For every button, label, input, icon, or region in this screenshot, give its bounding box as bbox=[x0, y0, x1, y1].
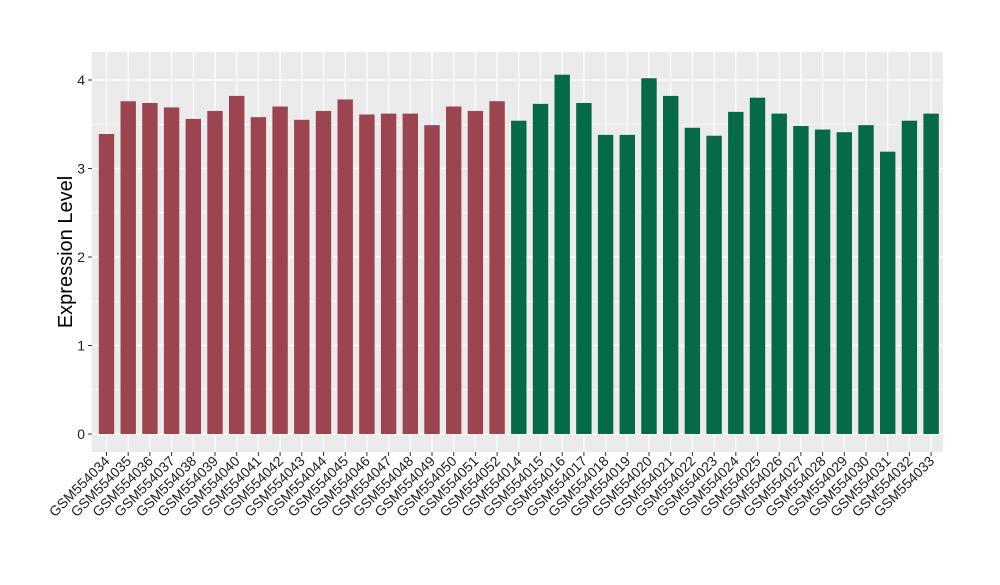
bar bbox=[380, 113, 397, 434]
bar bbox=[489, 101, 505, 435]
y-axis: 0 1 2 3 4 bbox=[77, 72, 92, 442]
bars bbox=[98, 74, 939, 435]
bar bbox=[771, 113, 787, 434]
bar bbox=[467, 110, 484, 434]
bar bbox=[728, 111, 744, 435]
bar bbox=[185, 118, 201, 434]
bar bbox=[446, 106, 462, 435]
bar bbox=[511, 120, 527, 435]
bar bbox=[359, 114, 375, 434]
bar bbox=[641, 78, 657, 434]
bar bbox=[424, 125, 440, 434]
bar bbox=[576, 103, 592, 434]
bar bbox=[142, 103, 158, 434]
bar bbox=[619, 134, 635, 434]
y-tick-label: 1 bbox=[77, 338, 85, 354]
bar bbox=[706, 135, 722, 434]
bar bbox=[294, 119, 310, 434]
bar bbox=[402, 113, 418, 434]
y-tick-label: 2 bbox=[77, 249, 85, 265]
y-tick-label: 0 bbox=[77, 426, 85, 442]
bar bbox=[337, 99, 353, 434]
bar bbox=[315, 110, 332, 434]
y-tick-label: 4 bbox=[77, 72, 85, 88]
bar bbox=[663, 95, 679, 435]
bar bbox=[229, 95, 245, 435]
bar bbox=[923, 113, 939, 434]
bar bbox=[120, 101, 136, 435]
bar bbox=[272, 106, 288, 435]
bar bbox=[207, 110, 223, 434]
bar bbox=[749, 97, 766, 434]
bar bbox=[814, 129, 831, 434]
bar bbox=[98, 133, 115, 435]
bar bbox=[836, 132, 852, 434]
bar bbox=[163, 107, 180, 434]
x-axis: GSM554034GSM554035GSM554036GSM554037GSM5… bbox=[46, 452, 937, 520]
bar bbox=[880, 151, 896, 434]
bar bbox=[597, 134, 614, 434]
bar bbox=[250, 117, 267, 435]
bar bbox=[793, 126, 809, 435]
y-tick-label: 3 bbox=[77, 161, 85, 177]
bar bbox=[532, 103, 549, 435]
bar bbox=[684, 127, 701, 434]
y-axis-label: Expression Level bbox=[55, 176, 77, 328]
bar bbox=[858, 125, 874, 434]
bar bbox=[901, 120, 918, 435]
bar bbox=[554, 74, 570, 434]
